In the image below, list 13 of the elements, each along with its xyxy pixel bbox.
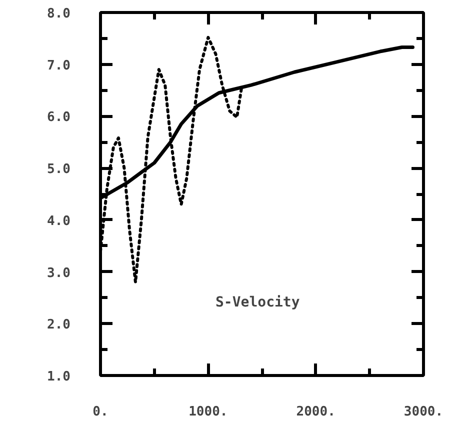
x-tick-label: 3000. (404, 404, 444, 420)
y-tick-label: 7.0 (47, 58, 71, 74)
x-tick-label: 0. (92, 404, 108, 420)
x-tick-label: 1000. (188, 404, 228, 420)
y-tick-label: 8.0 (47, 6, 71, 22)
y-tick-label: 3.0 (47, 266, 71, 281)
y-tick-label: 1.0 (47, 370, 71, 384)
y-tick-label: 5.0 (47, 162, 71, 178)
y-tick-label: 4.0 (47, 214, 71, 229)
y-tick-label: 6.0 (47, 110, 71, 126)
annotation: S-Velocity (216, 294, 300, 310)
x-tick-label: 2000. (296, 404, 336, 420)
y-tick-label: 2.0 (47, 318, 71, 333)
